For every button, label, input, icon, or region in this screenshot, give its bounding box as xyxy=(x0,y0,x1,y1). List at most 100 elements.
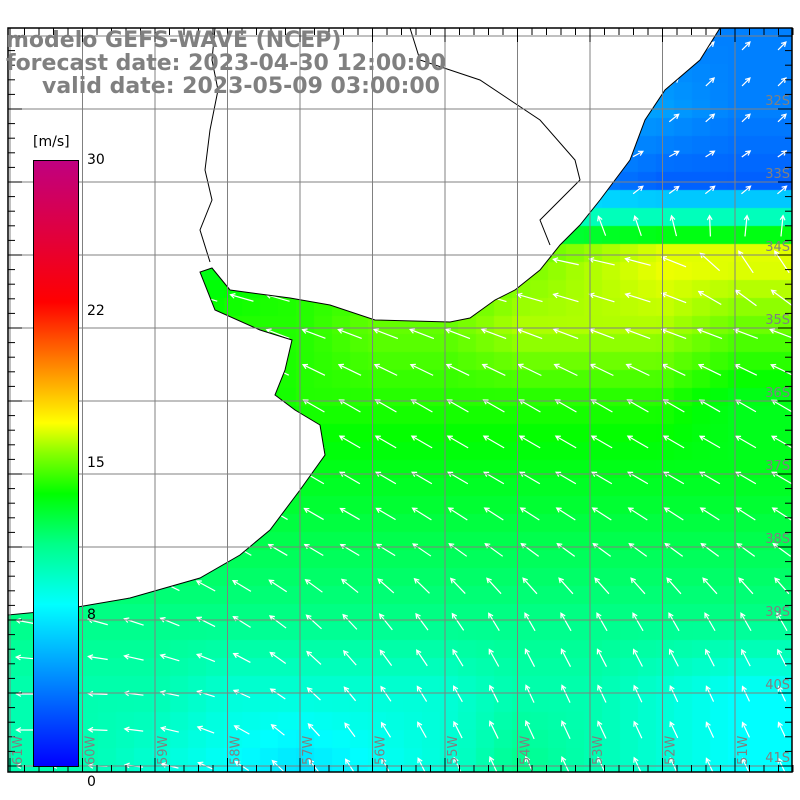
wind-arrow xyxy=(738,577,754,595)
coast-brazil xyxy=(409,27,581,246)
wind-arrow xyxy=(516,328,543,340)
colorbar-tick-30: 30 xyxy=(87,152,105,168)
wind-arrow xyxy=(588,257,615,266)
wind-arrow xyxy=(302,399,325,413)
wind-arrow xyxy=(231,579,252,592)
wind-arrow xyxy=(554,435,577,449)
wind-arrow xyxy=(233,725,250,735)
wind-arrow xyxy=(735,399,757,413)
wind-arrow xyxy=(196,689,215,698)
wind-arrow xyxy=(268,579,288,593)
wind-arrow xyxy=(554,399,577,413)
title-valid-date: valid date: 2023-05-09 03:00:00 xyxy=(42,74,440,99)
wind-arrow xyxy=(342,649,357,666)
wind-arrow xyxy=(375,507,396,521)
wind-arrow xyxy=(660,255,687,268)
wind-arrow xyxy=(415,612,429,631)
wind-arrow xyxy=(344,722,356,738)
wind-arrow xyxy=(740,612,752,632)
wind-arrow xyxy=(705,150,716,158)
wind-arrow xyxy=(14,654,36,661)
wind-arrow xyxy=(741,648,751,667)
wind-arrow xyxy=(229,293,254,302)
wind-arrow xyxy=(632,150,644,158)
wind-arrow xyxy=(632,185,644,195)
wind-arrow xyxy=(697,290,722,306)
wind-arrow xyxy=(733,328,759,340)
wind-arrow xyxy=(699,252,721,272)
wind-arrow xyxy=(412,543,432,557)
wind-arrow xyxy=(626,435,649,449)
wind-arrow xyxy=(696,328,723,340)
wind-arrow xyxy=(195,616,216,628)
wind-arrow xyxy=(556,542,576,557)
wind-arrow xyxy=(552,328,579,340)
wind-arrow xyxy=(697,363,722,376)
wind-arrow xyxy=(87,726,108,733)
wind-arrow xyxy=(269,688,286,700)
lon-label: 52W xyxy=(664,735,679,765)
map-frame xyxy=(7,27,793,773)
wind-arrow xyxy=(704,612,716,632)
wind-arrow xyxy=(738,250,754,274)
wind-arrow xyxy=(777,685,787,702)
wind-arrow xyxy=(446,435,469,449)
wind-arrow xyxy=(633,720,643,739)
lon-label: 61W xyxy=(11,735,26,765)
wind-arrow xyxy=(597,684,607,703)
wind-arrow xyxy=(265,328,290,339)
wind-arrow xyxy=(770,289,793,307)
wind-arrow xyxy=(669,214,678,237)
wind-arrow xyxy=(627,507,648,521)
wind-arrow xyxy=(516,292,543,303)
wind-arrow xyxy=(555,507,576,521)
wind-arrow xyxy=(489,720,499,739)
wind-arrow xyxy=(741,150,752,158)
wind-arrow xyxy=(633,214,642,237)
wind-arrow xyxy=(735,507,756,521)
wind-arrow xyxy=(705,648,715,667)
wind-arrow xyxy=(741,77,751,87)
wind-arrow xyxy=(408,328,435,340)
wind-arrow xyxy=(524,648,536,667)
wind-arrow xyxy=(372,328,399,340)
wind-arrow xyxy=(525,684,535,703)
wind-arrow xyxy=(632,648,643,667)
wind-arrow xyxy=(417,721,427,738)
wind-arrow xyxy=(777,77,787,87)
wind-arrow xyxy=(195,653,216,663)
lon-label: 56W xyxy=(374,735,389,765)
wind-arrow xyxy=(560,612,572,632)
wind-arrow xyxy=(303,543,324,556)
wind-arrow xyxy=(660,328,687,340)
wind-arrow xyxy=(736,542,756,557)
wind-arrow xyxy=(522,577,538,595)
wind-arrow xyxy=(305,614,322,630)
wind-arrow xyxy=(374,435,397,449)
wind-arrow xyxy=(668,113,680,123)
wind-arrow xyxy=(552,257,579,266)
wind-arrow xyxy=(597,215,607,236)
wind-arrow xyxy=(596,648,608,667)
colorbar-tick-0: 0 xyxy=(87,774,96,790)
wind-arrow xyxy=(769,328,795,340)
wind-arrow xyxy=(777,41,787,51)
wind-arrow xyxy=(377,578,395,594)
wind-arrow xyxy=(660,292,687,304)
wind-arrow xyxy=(588,292,615,303)
wind-arrow xyxy=(743,214,750,237)
wind-arrow xyxy=(481,363,506,376)
wind-arrow xyxy=(700,542,720,557)
wind-arrow xyxy=(561,684,571,703)
wind-arrow xyxy=(378,613,393,631)
wind-arrow xyxy=(624,328,651,340)
wind-arrow xyxy=(552,292,579,303)
wind-arrow xyxy=(553,363,578,377)
lat-label: 32S xyxy=(765,94,790,109)
wind-arrow xyxy=(488,648,500,667)
wind-arrow xyxy=(698,399,721,413)
lon-label: 53W xyxy=(591,735,606,765)
lat-label: 39S xyxy=(765,605,790,620)
wind-arrow xyxy=(518,435,541,449)
wind-arrow xyxy=(777,721,787,738)
